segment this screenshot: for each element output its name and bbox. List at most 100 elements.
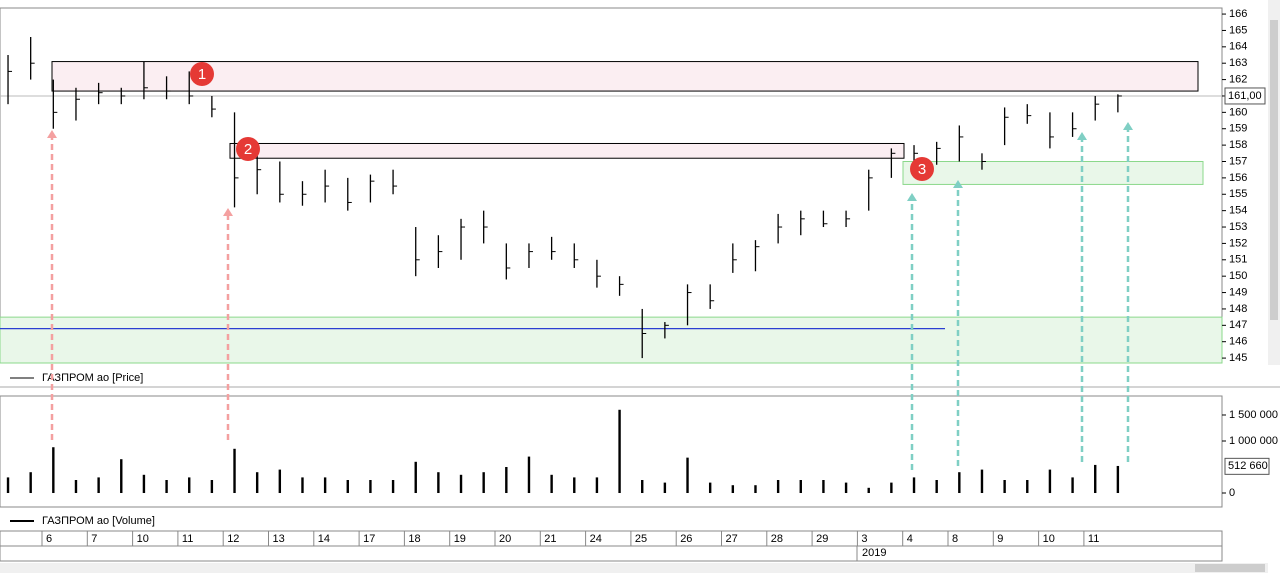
y-tick-label: 146: [1229, 336, 1247, 348]
scrollbar-thumb[interactable]: [1270, 20, 1278, 320]
x-tick-label: 29: [816, 533, 828, 545]
year-label: 2019: [862, 547, 886, 559]
volume-bar: [573, 477, 576, 494]
volume-bar: [527, 456, 531, 494]
volume-bar: [663, 482, 667, 494]
volume-bar: [641, 480, 644, 494]
volume-bar: [1071, 477, 1074, 494]
x-tick-label: 3: [861, 533, 867, 545]
zone: [229, 142, 905, 159]
x-tick-label: 14: [318, 533, 330, 545]
x-tick-label: 27: [726, 533, 738, 545]
x-tick-label: 21: [544, 533, 556, 545]
scrollbar-thumb[interactable]: [1195, 564, 1265, 572]
volume-bar: [482, 472, 485, 494]
volume-bar: [1048, 469, 1052, 494]
volume-bar: [912, 477, 916, 494]
arrow-head: [47, 130, 57, 138]
volume-bar: [120, 459, 123, 494]
arrow-head: [223, 208, 233, 216]
y-tick-label: 157: [1229, 155, 1247, 167]
volume-bar: [414, 461, 417, 494]
volume-bar: [980, 469, 984, 494]
volume-bar: [935, 480, 938, 494]
last-price-label: 161,00: [1228, 90, 1262, 102]
x-tick-label: 10: [137, 533, 149, 545]
y-tick-label: 163: [1229, 57, 1247, 69]
arrow-head: [1077, 132, 1087, 140]
volume-legend: ГАЗПРОМ ао [Volume]: [42, 515, 155, 527]
x-tick-label: 28: [771, 533, 783, 545]
x-tick-label: 6: [46, 533, 52, 545]
volume-bar: [754, 485, 757, 494]
x-tick-label: 18: [408, 533, 420, 545]
volume-bar: [799, 480, 802, 494]
y-tick-label: 166: [1229, 8, 1247, 20]
volume-bar: [323, 477, 327, 494]
x-tick-label: 8: [952, 533, 958, 545]
y-tick-label: 150: [1229, 270, 1247, 282]
arrow-head: [953, 180, 963, 188]
y-tick-label: 149: [1229, 286, 1247, 298]
volume-bar: [822, 480, 825, 494]
volume-bar: [437, 472, 440, 494]
volume-bar: [1116, 465, 1120, 494]
x-tick-label: 9: [997, 533, 1003, 545]
y-tick-label: 153: [1229, 221, 1247, 233]
volume-bar: [708, 482, 712, 494]
volume-bar: [29, 472, 32, 494]
volume-bar: [595, 477, 599, 494]
volume-bar: [255, 472, 259, 494]
scrollbar-h[interactable]: [0, 563, 1268, 573]
volume-bar: [301, 477, 304, 494]
x-tick-label: 25: [635, 533, 647, 545]
volume-bar: [618, 409, 621, 494]
last-volume-label: 512 660: [1228, 460, 1268, 472]
y-tick-label: 162: [1229, 73, 1247, 85]
x-tick-label: 24: [590, 533, 602, 545]
marker-label: 1: [198, 66, 206, 83]
y-tick-label: 156: [1229, 172, 1247, 184]
volume-bar: [97, 477, 100, 494]
y-tick-label: 1 000 000: [1229, 435, 1278, 447]
volume-bar: [165, 480, 168, 494]
y-tick-label: 160: [1229, 106, 1247, 118]
zone: [902, 161, 1204, 185]
x-tick-label: 17: [363, 533, 375, 545]
marker-label: 2: [244, 141, 252, 158]
marker: [236, 137, 260, 161]
volume-bar: [686, 457, 689, 494]
y-tick-label: 147: [1229, 319, 1247, 331]
zone: [51, 61, 1199, 92]
volume-bar: [369, 480, 372, 494]
volume-bar: [731, 485, 735, 494]
marker: [190, 62, 214, 86]
y-tick-label: 148: [1229, 303, 1247, 315]
volume-bar: [346, 480, 349, 494]
volume-bar: [1003, 480, 1006, 494]
volume-bar: [74, 480, 78, 494]
x-tick-label: 13: [273, 533, 285, 545]
price-legend: ГАЗПРОМ ао [Price]: [42, 372, 143, 384]
volume-bar: [459, 474, 463, 494]
volume-bar: [1026, 480, 1029, 494]
x-tick-label: 4: [907, 533, 913, 545]
volume-bar: [776, 480, 780, 494]
x-tick-label: 11: [1088, 533, 1099, 545]
x-tick-label: 20: [499, 533, 511, 545]
x-tick-label: 12: [227, 533, 239, 545]
volume-bar: [958, 472, 961, 494]
marker: [910, 157, 934, 181]
volume-bar: [1094, 464, 1097, 494]
y-tick-label: 155: [1229, 188, 1247, 200]
volume-bar: [278, 469, 282, 494]
y-tick-label: 154: [1229, 205, 1247, 217]
x-tick-label: 26: [680, 533, 692, 545]
arrow-head: [907, 193, 917, 201]
volume-bar: [210, 480, 214, 494]
y-tick-label: 165: [1229, 24, 1247, 36]
y-tick-label: 164: [1229, 41, 1247, 53]
volume-bar: [142, 474, 146, 494]
volume-panel: [0, 395, 1223, 508]
